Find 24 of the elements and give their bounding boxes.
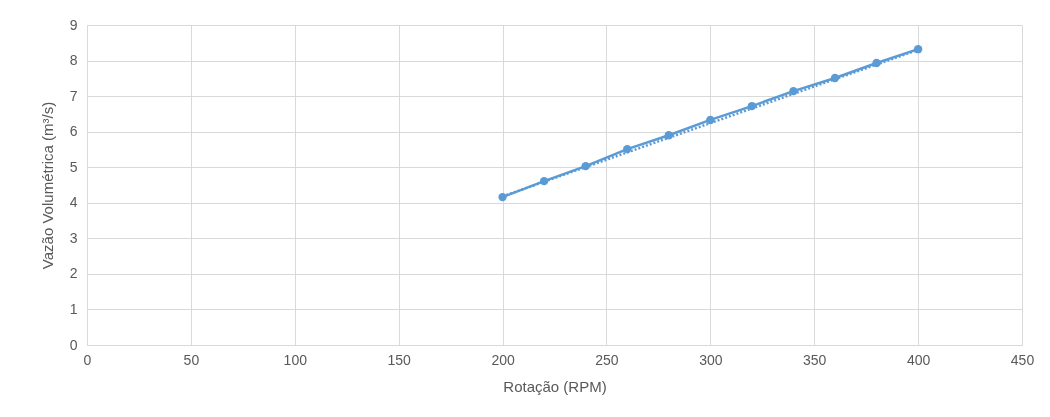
x-tick-label: 400: [906, 351, 931, 368]
y-tick-label: 2: [69, 265, 78, 282]
y-tick-label: 1: [69, 300, 78, 317]
x-tick-label: 300: [699, 351, 723, 368]
y-tick-label: 8: [69, 52, 78, 69]
y-tick-label: 3: [69, 229, 78, 246]
y-tick-label: 7: [69, 87, 78, 104]
x-tick-label: 50: [183, 351, 200, 368]
y-tick-label: 0: [69, 336, 78, 353]
x-tick-label: 350: [803, 351, 827, 368]
y-tick-label: 5: [69, 158, 78, 175]
point: [498, 192, 507, 202]
x-tick-label: 250: [595, 351, 619, 368]
x-axis-title: Rotação (RPM): [503, 377, 607, 395]
y-axis-title: Vazão Volumétrica (m³/s): [38, 101, 56, 270]
y-tick-label: 6: [69, 123, 78, 140]
y-tick-label: 4: [69, 194, 78, 211]
x-tick-label: 450: [1010, 351, 1035, 368]
x-tick-label: 150: [387, 351, 412, 368]
y-tick-label: 9: [69, 16, 78, 33]
x-tick-label: 200: [491, 351, 515, 368]
x-tick-label: 100: [283, 351, 308, 368]
point: [706, 115, 715, 125]
x-tick-label: 0: [83, 351, 92, 368]
